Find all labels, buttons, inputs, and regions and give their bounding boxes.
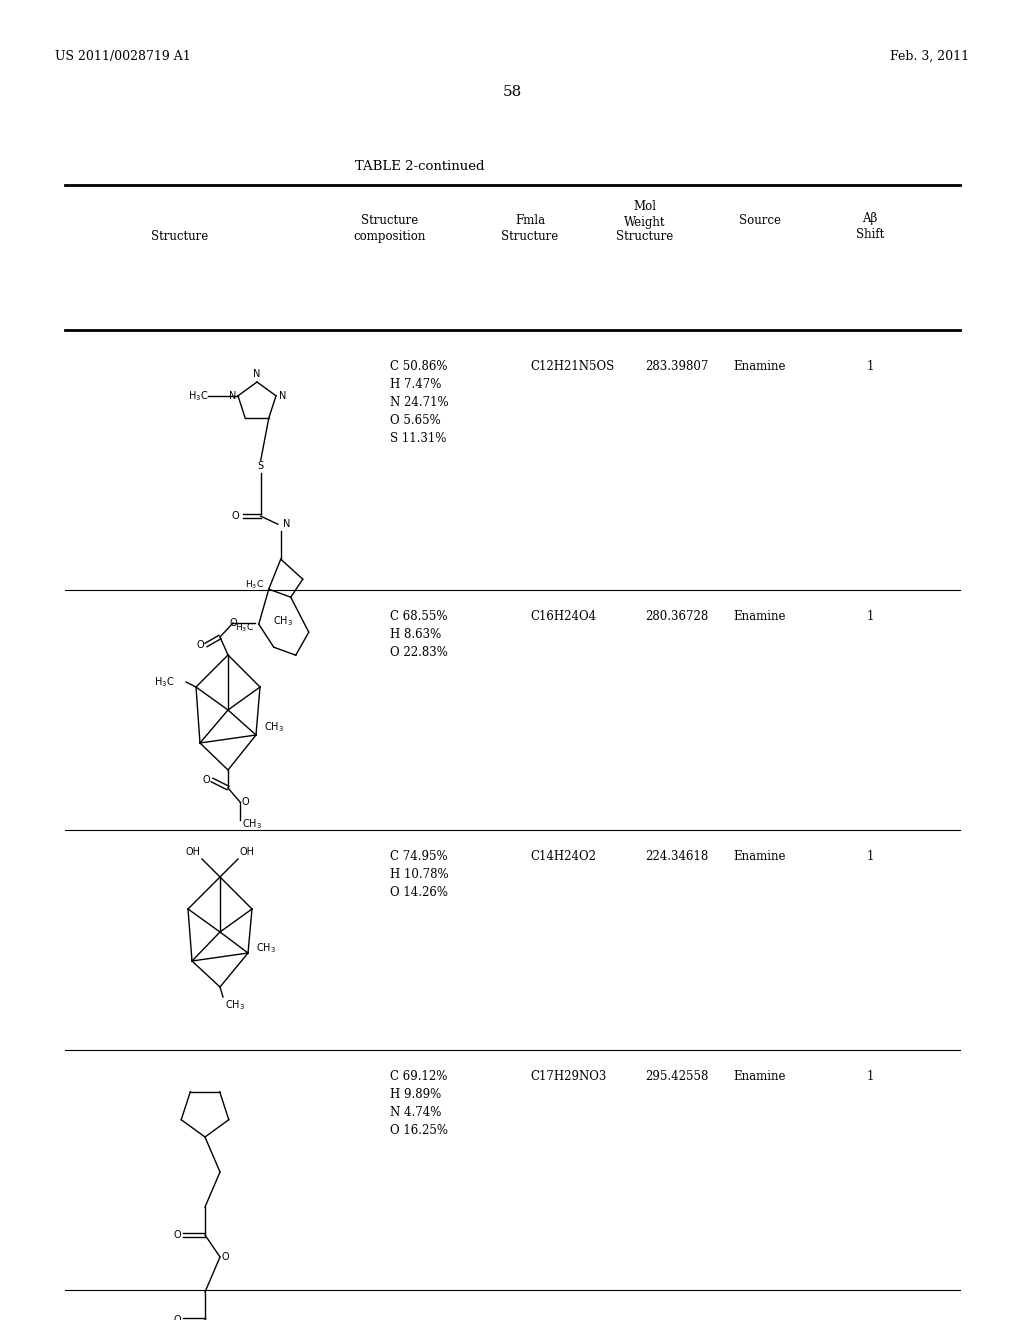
Text: Source: Source xyxy=(739,214,781,227)
Text: C17H29NO3: C17H29NO3 xyxy=(530,1071,606,1082)
Text: 295.42558: 295.42558 xyxy=(645,1071,709,1082)
Text: 280.36728: 280.36728 xyxy=(645,610,709,623)
Text: Feb. 3, 2011: Feb. 3, 2011 xyxy=(890,50,969,63)
Text: 224.34618: 224.34618 xyxy=(645,850,709,863)
Text: Aβ: Aβ xyxy=(862,213,878,224)
Text: Structure: Structure xyxy=(616,230,674,243)
Text: Structure: Structure xyxy=(502,230,559,243)
Text: C 69.12%
H 9.89%
N 4.74%
O 16.25%: C 69.12% H 9.89% N 4.74% O 16.25% xyxy=(390,1071,449,1137)
Text: 1: 1 xyxy=(866,850,873,863)
Text: OH: OH xyxy=(240,847,255,857)
Text: 58: 58 xyxy=(503,84,521,99)
Text: CH$_3$: CH$_3$ xyxy=(225,998,245,1012)
Text: 1: 1 xyxy=(866,610,873,623)
Text: C 74.95%
H 10.78%
O 14.26%: C 74.95% H 10.78% O 14.26% xyxy=(390,850,449,899)
Text: US 2011/0028719 A1: US 2011/0028719 A1 xyxy=(55,50,190,63)
Text: C 50.86%
H 7.47%
N 24.71%
O 5.65%
S 11.31%: C 50.86% H 7.47% N 24.71% O 5.65% S 11.3… xyxy=(390,360,449,445)
Text: Enamine: Enamine xyxy=(734,610,786,623)
Text: Enamine: Enamine xyxy=(734,360,786,374)
Text: Fmla: Fmla xyxy=(515,214,545,227)
Text: 283.39807: 283.39807 xyxy=(645,360,709,374)
Text: O: O xyxy=(231,511,239,521)
Text: OH: OH xyxy=(185,847,200,857)
Text: Weight: Weight xyxy=(625,216,666,228)
Text: Structure: Structure xyxy=(361,214,419,227)
Text: O: O xyxy=(229,618,237,628)
Text: Shift: Shift xyxy=(856,228,884,242)
Text: H$_3$C: H$_3$C xyxy=(187,389,208,403)
Text: Structure: Structure xyxy=(152,230,209,243)
Text: Enamine: Enamine xyxy=(734,850,786,863)
Text: C 68.55%
H 8.63%
O 22.83%: C 68.55% H 8.63% O 22.83% xyxy=(390,610,447,659)
Text: CH$_3$: CH$_3$ xyxy=(273,614,293,628)
Text: O: O xyxy=(242,797,250,807)
Text: CH$_3$: CH$_3$ xyxy=(256,941,276,954)
Text: H$_3$C: H$_3$C xyxy=(234,622,254,635)
Text: H$_3$C: H$_3$C xyxy=(245,579,264,591)
Text: C12H21N5OS: C12H21N5OS xyxy=(530,360,614,374)
Text: H$_3$C: H$_3$C xyxy=(154,675,174,689)
Text: CH$_3$: CH$_3$ xyxy=(264,721,284,734)
Text: 1: 1 xyxy=(866,1071,873,1082)
Text: O: O xyxy=(197,640,204,649)
Text: N: N xyxy=(253,370,261,379)
Text: S: S xyxy=(258,461,264,471)
Text: Enamine: Enamine xyxy=(734,1071,786,1082)
Text: N: N xyxy=(279,391,287,401)
Text: N: N xyxy=(228,391,236,401)
Text: O: O xyxy=(173,1315,181,1320)
Text: composition: composition xyxy=(354,230,426,243)
Text: 1: 1 xyxy=(866,360,873,374)
Text: CH$_3$: CH$_3$ xyxy=(242,817,262,830)
Text: Mol: Mol xyxy=(634,201,656,213)
Text: TABLE 2-continued: TABLE 2-continued xyxy=(355,160,484,173)
Text: C14H24O2: C14H24O2 xyxy=(530,850,596,863)
Text: C16H24O4: C16H24O4 xyxy=(530,610,596,623)
Text: N: N xyxy=(283,519,290,529)
Text: O: O xyxy=(222,1251,229,1262)
Text: O: O xyxy=(173,1230,181,1239)
Text: O: O xyxy=(203,775,210,785)
